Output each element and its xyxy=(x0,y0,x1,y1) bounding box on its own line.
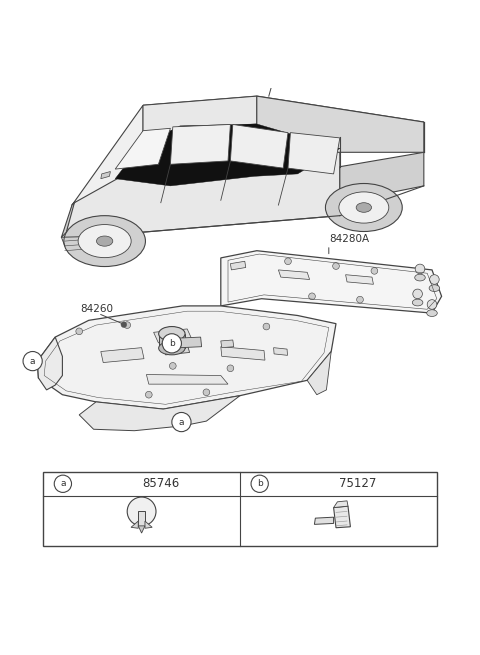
Circle shape xyxy=(263,323,270,330)
Circle shape xyxy=(54,475,72,493)
Text: a: a xyxy=(60,479,66,488)
Ellipse shape xyxy=(415,274,425,281)
Bar xyxy=(43,472,437,546)
Circle shape xyxy=(285,258,291,265)
Polygon shape xyxy=(278,270,310,280)
Polygon shape xyxy=(340,153,424,202)
Polygon shape xyxy=(154,329,192,343)
Text: a: a xyxy=(179,417,184,426)
Ellipse shape xyxy=(429,285,440,291)
Polygon shape xyxy=(79,396,240,431)
Polygon shape xyxy=(146,375,228,384)
Polygon shape xyxy=(307,352,331,395)
Polygon shape xyxy=(163,345,190,355)
Polygon shape xyxy=(65,133,340,238)
Polygon shape xyxy=(143,96,424,137)
Circle shape xyxy=(427,299,437,309)
Circle shape xyxy=(23,352,42,371)
Text: a: a xyxy=(30,356,36,365)
Polygon shape xyxy=(170,124,230,164)
Polygon shape xyxy=(138,526,145,533)
Polygon shape xyxy=(221,340,234,348)
Polygon shape xyxy=(145,521,152,529)
Polygon shape xyxy=(274,348,288,356)
Polygon shape xyxy=(221,346,265,360)
Circle shape xyxy=(127,497,156,526)
Polygon shape xyxy=(180,337,202,348)
Polygon shape xyxy=(314,517,334,525)
Ellipse shape xyxy=(158,341,185,355)
Circle shape xyxy=(227,365,234,371)
Text: 84260: 84260 xyxy=(81,304,114,314)
Circle shape xyxy=(162,334,181,353)
Ellipse shape xyxy=(427,310,437,316)
Polygon shape xyxy=(230,261,246,270)
Ellipse shape xyxy=(64,215,145,267)
Circle shape xyxy=(357,296,363,303)
Circle shape xyxy=(203,389,210,396)
Polygon shape xyxy=(346,274,373,284)
Text: 84280A: 84280A xyxy=(329,234,369,244)
Circle shape xyxy=(413,289,422,299)
Polygon shape xyxy=(257,96,424,153)
Polygon shape xyxy=(37,306,336,409)
Circle shape xyxy=(169,362,176,369)
Polygon shape xyxy=(101,172,110,179)
Circle shape xyxy=(76,328,83,335)
Circle shape xyxy=(251,475,268,493)
Polygon shape xyxy=(72,105,143,205)
Ellipse shape xyxy=(96,236,113,246)
Ellipse shape xyxy=(412,299,423,306)
Circle shape xyxy=(124,322,131,328)
Polygon shape xyxy=(159,334,185,348)
Ellipse shape xyxy=(356,202,372,212)
Text: b: b xyxy=(169,339,175,348)
Polygon shape xyxy=(131,521,138,529)
Polygon shape xyxy=(334,501,348,508)
Polygon shape xyxy=(143,96,257,133)
Circle shape xyxy=(333,263,339,269)
Bar xyxy=(138,510,145,526)
Polygon shape xyxy=(230,124,288,168)
Polygon shape xyxy=(221,251,442,313)
Text: b: b xyxy=(257,479,263,488)
Text: 75127: 75127 xyxy=(339,477,377,491)
Polygon shape xyxy=(334,506,350,528)
Circle shape xyxy=(309,293,315,299)
Circle shape xyxy=(145,391,152,398)
Ellipse shape xyxy=(339,192,389,223)
Circle shape xyxy=(121,322,127,328)
Polygon shape xyxy=(115,124,340,186)
Circle shape xyxy=(172,413,191,432)
Polygon shape xyxy=(37,337,62,390)
Ellipse shape xyxy=(158,327,185,341)
Polygon shape xyxy=(101,348,144,362)
Polygon shape xyxy=(61,202,74,237)
Polygon shape xyxy=(115,128,170,169)
Polygon shape xyxy=(288,132,340,174)
Text: 85746: 85746 xyxy=(143,477,180,491)
Circle shape xyxy=(430,274,439,284)
Circle shape xyxy=(415,264,425,274)
Ellipse shape xyxy=(78,225,131,257)
Ellipse shape xyxy=(325,183,402,231)
Circle shape xyxy=(371,267,378,274)
